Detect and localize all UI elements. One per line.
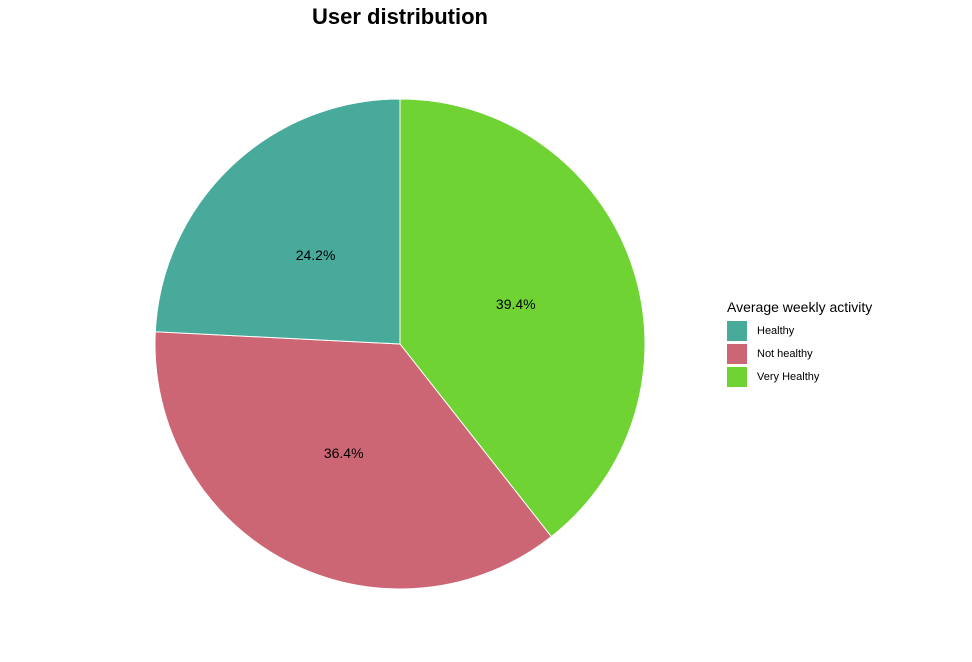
legend-title: Average weekly activity bbox=[727, 299, 873, 315]
slice-label-very-healthy: 39.4% bbox=[496, 296, 536, 312]
chart-title: User distribution bbox=[311, 4, 488, 29]
legend-item-not-healthy: Not healthy bbox=[727, 342, 872, 365]
legend-swatch bbox=[727, 343, 747, 364]
legend-item-healthy: Healthy bbox=[727, 319, 872, 342]
legend: Average weekly activity Healthy Not healt… bbox=[727, 299, 872, 388]
legend-swatch bbox=[727, 320, 747, 341]
pie-slice-very-healthy bbox=[399, 98, 646, 538]
legend-item-very-healthy: Very Healthy bbox=[727, 365, 872, 388]
legend-swatch bbox=[727, 366, 747, 387]
legend-label: Not healthy bbox=[757, 347, 813, 360]
slice-label-not-healthy: 36.4% bbox=[324, 445, 364, 461]
pie-slice-healthy bbox=[154, 98, 401, 345]
legend-label: Very Healthy bbox=[757, 370, 820, 383]
pie-slice-not-healthy bbox=[154, 331, 553, 590]
slice-label-healthy: 24.2% bbox=[296, 247, 336, 263]
legend-label: Healthy bbox=[757, 324, 795, 337]
legend-items: Healthy Not healthy Very Healthy bbox=[727, 319, 872, 388]
